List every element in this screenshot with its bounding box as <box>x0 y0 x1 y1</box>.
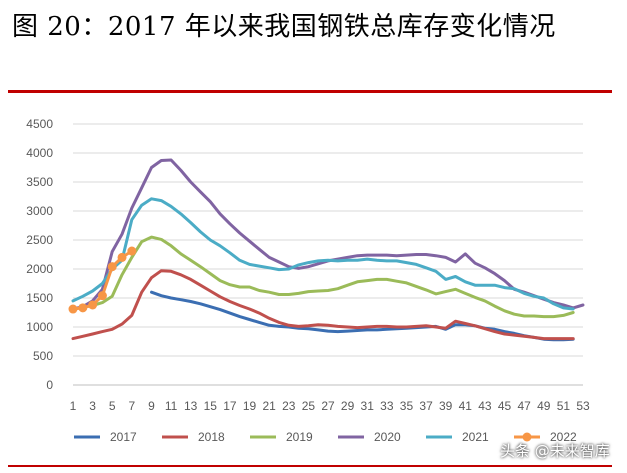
series-lines <box>68 158 585 342</box>
legend-marker-2022 <box>522 432 532 442</box>
title-rule-top <box>8 90 612 93</box>
y-tick-label: 3500 <box>26 175 53 189</box>
legend-label-2018: 2018 <box>198 430 225 444</box>
title-rule-bottom <box>8 465 612 467</box>
x-tick-label: 19 <box>243 399 257 413</box>
y-tick-label: 4500 <box>26 117 53 131</box>
y-tick-label: 2500 <box>26 233 53 247</box>
y-tick-label: 4000 <box>26 146 53 160</box>
legend-label-2019: 2019 <box>286 430 313 444</box>
x-tick-label: 41 <box>459 399 473 413</box>
series-point-2022 <box>78 303 88 313</box>
legend-label-2021: 2021 <box>462 430 489 444</box>
y-tick-label: 2000 <box>26 262 53 276</box>
x-tick-label: 5 <box>109 399 116 413</box>
x-tick-label: 11 <box>165 399 178 413</box>
series-point-2022 <box>68 304 78 314</box>
series-point-2022 <box>97 291 107 301</box>
series-line-2019 <box>71 235 575 319</box>
legend: 2017 2018 2019 2020 2021 2022 <box>74 430 577 444</box>
x-tick-label: 27 <box>321 399 335 413</box>
x-tick-label: 7 <box>129 399 136 413</box>
x-tick-label: 1 <box>70 399 77 413</box>
x-tick-label: 15 <box>204 399 218 413</box>
x-tick-label: 33 <box>380 399 394 413</box>
series-point-2022 <box>117 252 127 262</box>
series-line-2018 <box>71 269 575 341</box>
x-tick-label: 39 <box>439 399 453 413</box>
y-tick-label: 500 <box>33 349 53 363</box>
series-point-2022 <box>88 300 98 310</box>
x-tick-label: 53 <box>576 399 590 413</box>
y-tick-label: 0 <box>46 378 53 392</box>
y-tick-label: 1500 <box>26 291 53 305</box>
series-point-2022 <box>127 246 137 256</box>
x-tick-label: 45 <box>498 399 512 413</box>
x-tick-label: 43 <box>478 399 492 413</box>
x-tick-label: 3 <box>89 399 96 413</box>
x-tick-label: 17 <box>223 399 237 413</box>
series-point-2022 <box>107 262 117 272</box>
x-tick-label: 9 <box>148 399 155 413</box>
x-tick-label: 47 <box>517 399 531 413</box>
legend-label-2020: 2020 <box>374 430 401 444</box>
series-line-2017 <box>150 290 575 342</box>
x-tick-label: 29 <box>341 399 355 413</box>
x-tick-label: 13 <box>184 399 198 413</box>
x-tick-label: 31 <box>361 399 375 413</box>
x-tick-label: 25 <box>302 399 316 413</box>
y-tick-label: 1000 <box>26 320 53 334</box>
x-tick-label: 37 <box>419 399 433 413</box>
figure-title: 图 20：2017 年以来我国钢铁总库存变化情况 <box>12 12 556 42</box>
legend-label-2017: 2017 <box>110 430 137 444</box>
x-tick-label: 21 <box>262 399 276 413</box>
y-axis-ticks: 0 500 1000 1500 2000 2500 3000 3500 4000 4500 <box>26 117 53 392</box>
series-line-2021 <box>71 197 575 311</box>
x-tick-label: 49 <box>537 399 551 413</box>
x-tick-label: 35 <box>400 399 414 413</box>
watermark: 头条 @未来智库 <box>500 442 610 460</box>
x-tick-label: 23 <box>282 399 296 413</box>
x-axis-ticks: 1 3 5 7 9 11 13 15 17 19 21 23 25 27 29 31 33 35 37 39 41 43 4… <box>70 399 590 413</box>
y-tick-label: 3000 <box>26 204 53 218</box>
x-tick-label: 51 <box>557 399 571 413</box>
gridlines <box>73 123 583 386</box>
legend-label-2022: 2022 <box>550 430 577 444</box>
